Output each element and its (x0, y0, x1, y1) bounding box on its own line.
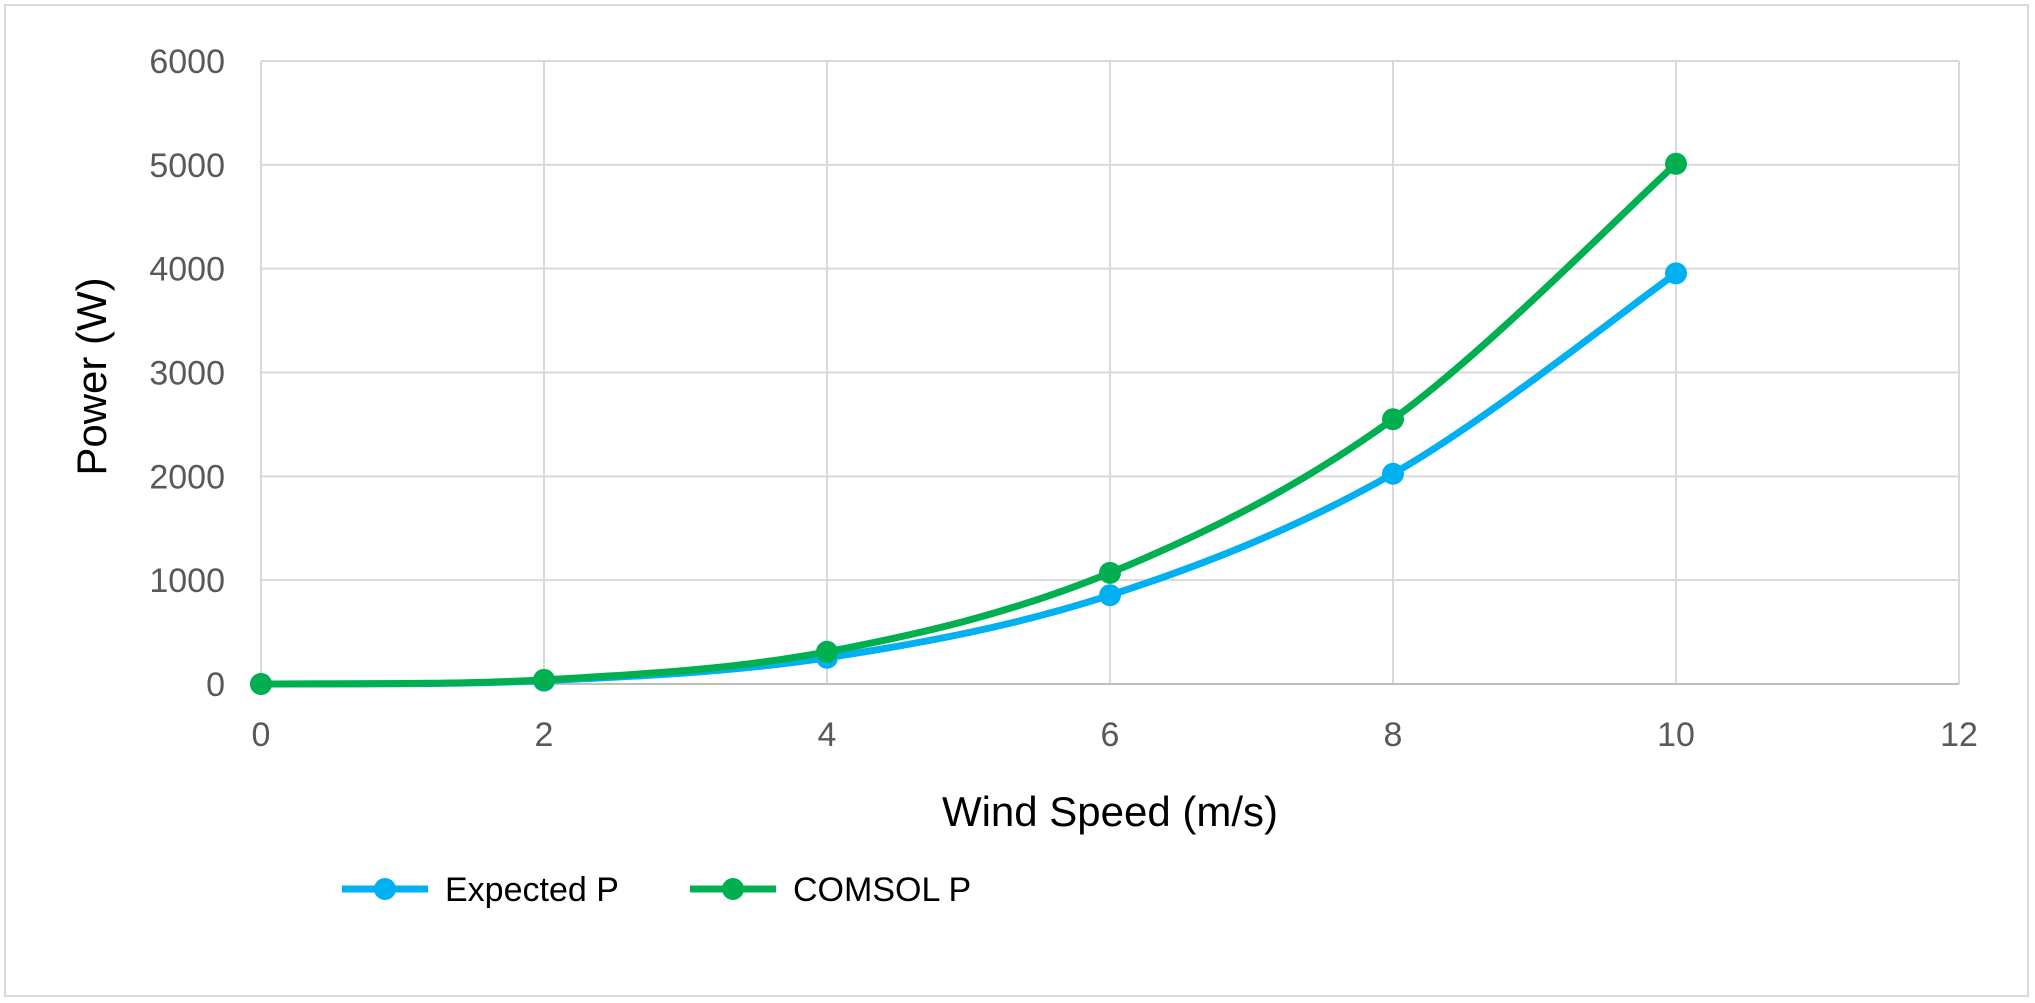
series-line (257, 160, 1680, 688)
legend-swatch-marker (374, 878, 396, 900)
x-axis-title: Wind Speed (m/s) (942, 788, 1278, 835)
line-chart: 0 1000 2000 3000 4000 5000 6000 0 2 4 6 8 10 12 Wind … (68, 43, 1978, 909)
data-point (533, 668, 555, 691)
x-tick-label: 2 (535, 716, 554, 754)
data-point (1099, 584, 1121, 607)
legend: Expected P COMSOL P (342, 871, 971, 909)
data-point (1665, 152, 1687, 175)
tick-labels: 0 1000 2000 3000 4000 5000 6000 0 2 4 6 8 10 12 (149, 43, 1978, 754)
y-tick-label: 1000 (149, 562, 225, 600)
x-tick-label: 6 (1101, 716, 1120, 754)
x-tick-label: 12 (1940, 716, 1978, 754)
data-point (1099, 561, 1121, 584)
y-tick-label: 5000 (149, 147, 225, 185)
data-point (1382, 408, 1404, 431)
legend-swatch-marker (722, 878, 744, 900)
data-point (816, 640, 838, 663)
x-tick-label: 0 (252, 716, 271, 754)
data-point (1665, 262, 1687, 285)
series-expected-p (250, 262, 1687, 695)
x-tick-label: 10 (1657, 716, 1695, 754)
data-point (250, 673, 272, 695)
y-tick-label: 0 (206, 666, 225, 704)
x-tick-label: 4 (818, 716, 837, 754)
chart-area: 0 1000 2000 3000 4000 5000 6000 0 2 4 6 8 10 12 Wind … (4, 4, 2029, 997)
data-point (1382, 462, 1404, 485)
series-comsol-p (250, 152, 1687, 695)
y-tick-label: 6000 (149, 43, 225, 81)
y-tick-label: 2000 (149, 458, 225, 496)
series-layer (250, 152, 1687, 695)
legend-item: Expected P (342, 871, 619, 909)
y-axis-title: Power (W) (68, 277, 115, 475)
y-tick-label: 3000 (149, 355, 225, 393)
legend-label: Expected P (445, 871, 619, 909)
x-tick-label: 8 (1384, 716, 1403, 754)
legend-item: COMSOL P (690, 871, 971, 909)
y-tick-label: 4000 (149, 251, 225, 289)
legend-label: COMSOL P (793, 871, 971, 909)
